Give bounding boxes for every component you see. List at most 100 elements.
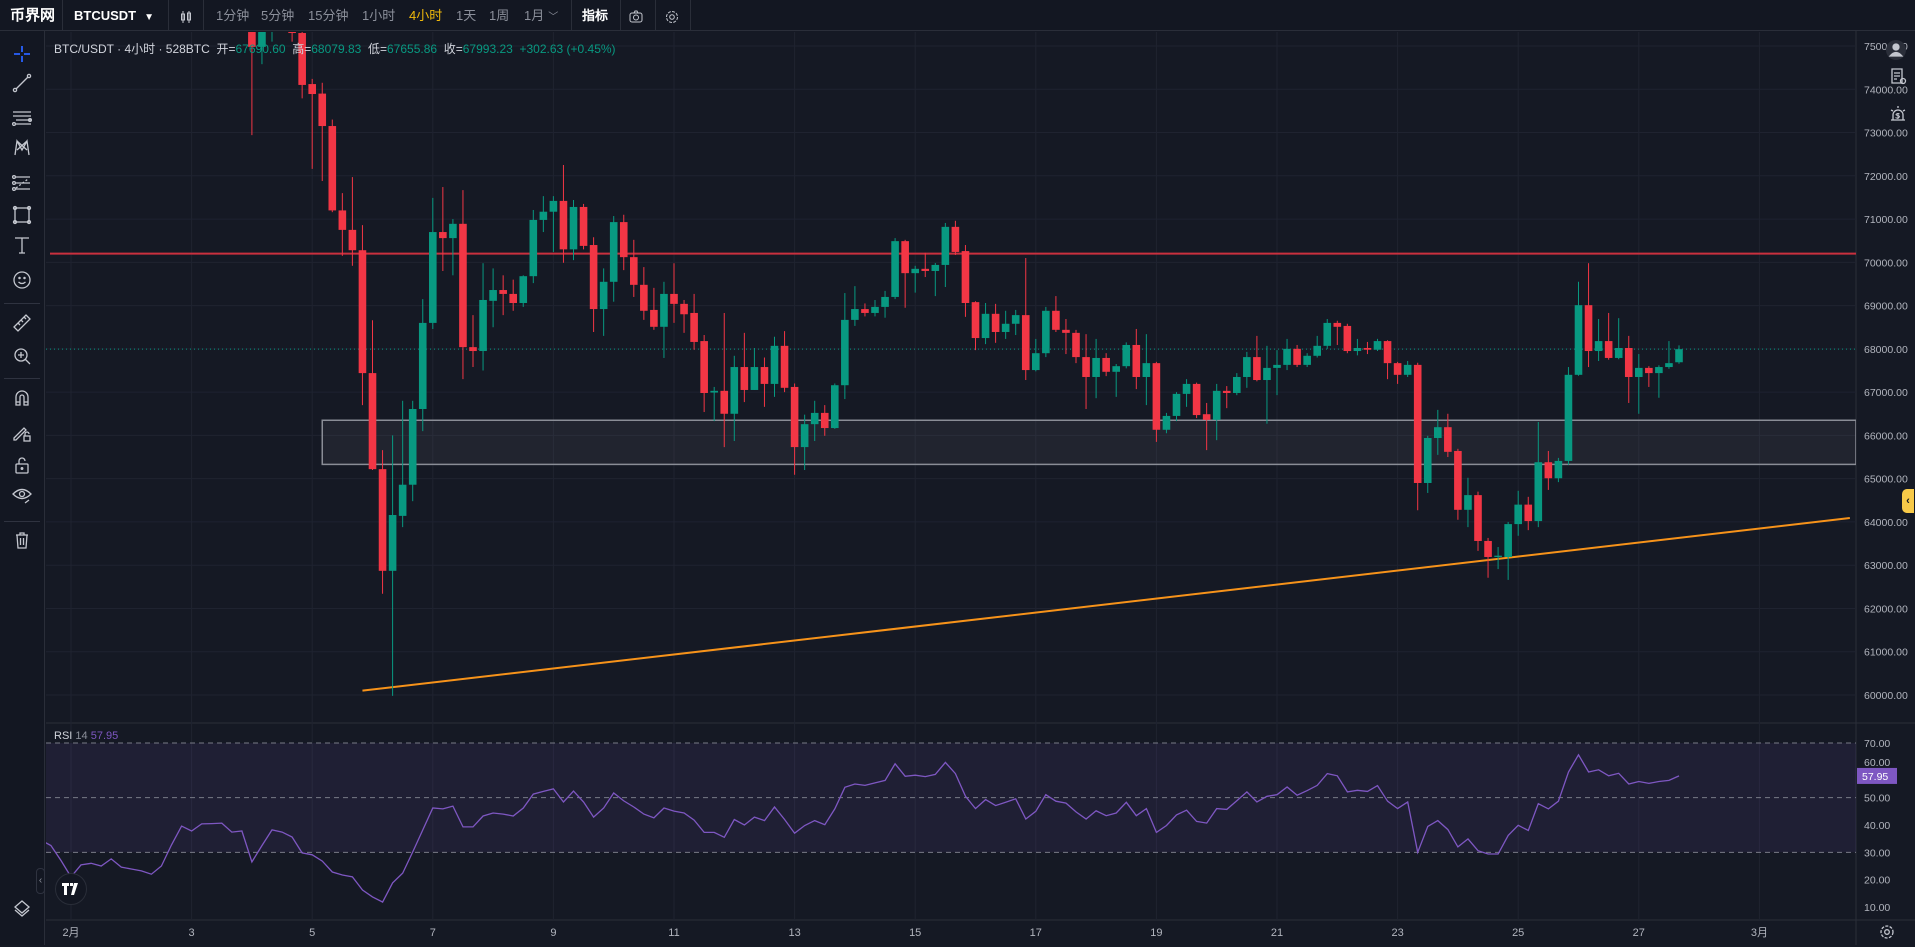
candle[interactable] <box>599 268 608 336</box>
candle[interactable] <box>1062 319 1070 355</box>
candle[interactable] <box>1624 335 1633 403</box>
rsi-line[interactable] <box>41 753 1680 903</box>
candle[interactable] <box>1273 350 1281 396</box>
price-pane[interactable] <box>46 0 1856 696</box>
candle[interactable] <box>800 414 809 471</box>
candle[interactable] <box>700 335 708 413</box>
candle[interactable] <box>810 400 819 442</box>
candle[interactable] <box>429 197 437 329</box>
chart-type-button[interactable] <box>178 0 194 31</box>
candle[interactable] <box>770 336 779 397</box>
candle[interactable] <box>1202 402 1211 451</box>
candle[interactable] <box>1152 361 1161 442</box>
candle[interactable] <box>1011 309 1020 336</box>
candle[interactable] <box>1393 361 1402 384</box>
delete-drawings-tool[interactable] <box>10 528 34 552</box>
rsi-axis[interactable]: 70.00 60.00 50.00 40.00 30.00 20.00 10.00 57.95 <box>1857 738 1897 914</box>
candle[interactable] <box>1464 477 1472 528</box>
settings-button[interactable] <box>664 0 680 31</box>
candle[interactable] <box>1313 335 1321 358</box>
candle[interactable] <box>479 263 487 371</box>
candle[interactable] <box>1253 335 1261 382</box>
candle[interactable] <box>1645 366 1653 387</box>
candle[interactable] <box>1212 383 1221 441</box>
interval-1m[interactable]: 1分钟 <box>216 8 250 23</box>
candle[interactable] <box>1494 547 1502 570</box>
candle[interactable] <box>1072 329 1080 364</box>
candle[interactable] <box>891 238 899 300</box>
candle[interactable] <box>1283 338 1291 371</box>
candle[interactable] <box>328 119 337 213</box>
candle[interactable] <box>1082 334 1090 410</box>
trend-line-tool[interactable] <box>10 71 34 95</box>
pattern-tool[interactable] <box>10 136 34 160</box>
candle[interactable] <box>509 279 517 311</box>
interval-5m[interactable]: 5分钟 <box>261 8 295 23</box>
candle[interactable] <box>901 239 909 308</box>
interval-1M-dropdown[interactable]: 1月 ﹀ <box>524 0 558 31</box>
date-axis[interactable]: 2月 3 5 7 9 11 13 15 17 19 21 23 25 27 3月 <box>62 927 1768 939</box>
support-zone-rectangle[interactable] <box>321 419 1856 466</box>
candle[interactable] <box>640 267 648 320</box>
rectangle-tool[interactable] <box>10 203 34 227</box>
candle[interactable] <box>1222 386 1231 409</box>
crosshair-tool[interactable] <box>10 42 34 66</box>
candle[interactable] <box>740 332 749 403</box>
candle[interactable] <box>308 78 316 169</box>
price-axis[interactable]: 75000.0074000.0073000.0072000.0071000.00… <box>1864 41 1908 702</box>
candle[interactable] <box>1042 306 1050 358</box>
symbol-selector[interactable]: BTCUSDT ▼ <box>74 0 154 31</box>
candle[interactable] <box>1514 490 1522 536</box>
candle[interactable] <box>1303 353 1311 368</box>
candle[interactable] <box>1102 353 1110 377</box>
candle[interactable] <box>489 268 497 328</box>
candle[interactable] <box>650 287 658 330</box>
candle[interactable] <box>1001 310 1010 339</box>
candle[interactable] <box>1564 367 1573 465</box>
candle[interactable] <box>1142 334 1151 406</box>
candle[interactable] <box>1604 312 1613 360</box>
candle[interactable] <box>248 0 256 136</box>
candle[interactable] <box>1263 345 1271 424</box>
notes-button[interactable] <box>1888 66 1908 86</box>
interval-15m[interactable]: 15分钟 <box>308 8 349 23</box>
trend-line[interactable] <box>362 517 1850 692</box>
collapse-panel-tab[interactable]: ‹ <box>1902 489 1914 513</box>
candle[interactable] <box>1474 491 1482 551</box>
candle[interactable] <box>499 275 507 316</box>
interval-1h[interactable]: 1小时 <box>362 8 396 23</box>
candle[interactable] <box>1353 338 1362 356</box>
candle[interactable] <box>941 222 950 287</box>
candle[interactable] <box>268 0 276 42</box>
candle[interactable] <box>1434 409 1442 455</box>
candle[interactable] <box>298 24 306 99</box>
candle[interactable] <box>841 293 849 400</box>
candle[interactable] <box>831 383 839 429</box>
candle[interactable] <box>378 450 387 594</box>
object-tree-button[interactable] <box>10 897 34 921</box>
candle[interactable] <box>529 209 538 284</box>
candle[interactable] <box>589 237 598 332</box>
candle[interactable] <box>1373 338 1382 352</box>
candle[interactable] <box>961 245 970 317</box>
candle[interactable] <box>991 303 1000 343</box>
candle[interactable] <box>318 82 327 181</box>
candle[interactable] <box>1665 341 1673 369</box>
candle[interactable] <box>851 286 859 326</box>
candle[interactable] <box>418 299 427 432</box>
candle[interactable] <box>670 263 678 323</box>
candle[interactable] <box>388 435 397 696</box>
candle[interactable] <box>1333 320 1342 345</box>
candle[interactable] <box>459 190 467 380</box>
indicators-button[interactable]: 指标 <box>582 8 609 23</box>
horizontal-lines-tool[interactable] <box>10 106 34 130</box>
candle[interactable] <box>1403 360 1412 377</box>
candle[interactable] <box>931 262 940 297</box>
interval-1w[interactable]: 1周 <box>489 8 510 23</box>
candle[interactable] <box>820 405 829 436</box>
candle[interactable] <box>1092 338 1100 399</box>
candle[interactable] <box>1544 450 1553 490</box>
screenshot-button[interactable] <box>628 0 644 31</box>
candle[interactable] <box>1343 323 1352 354</box>
